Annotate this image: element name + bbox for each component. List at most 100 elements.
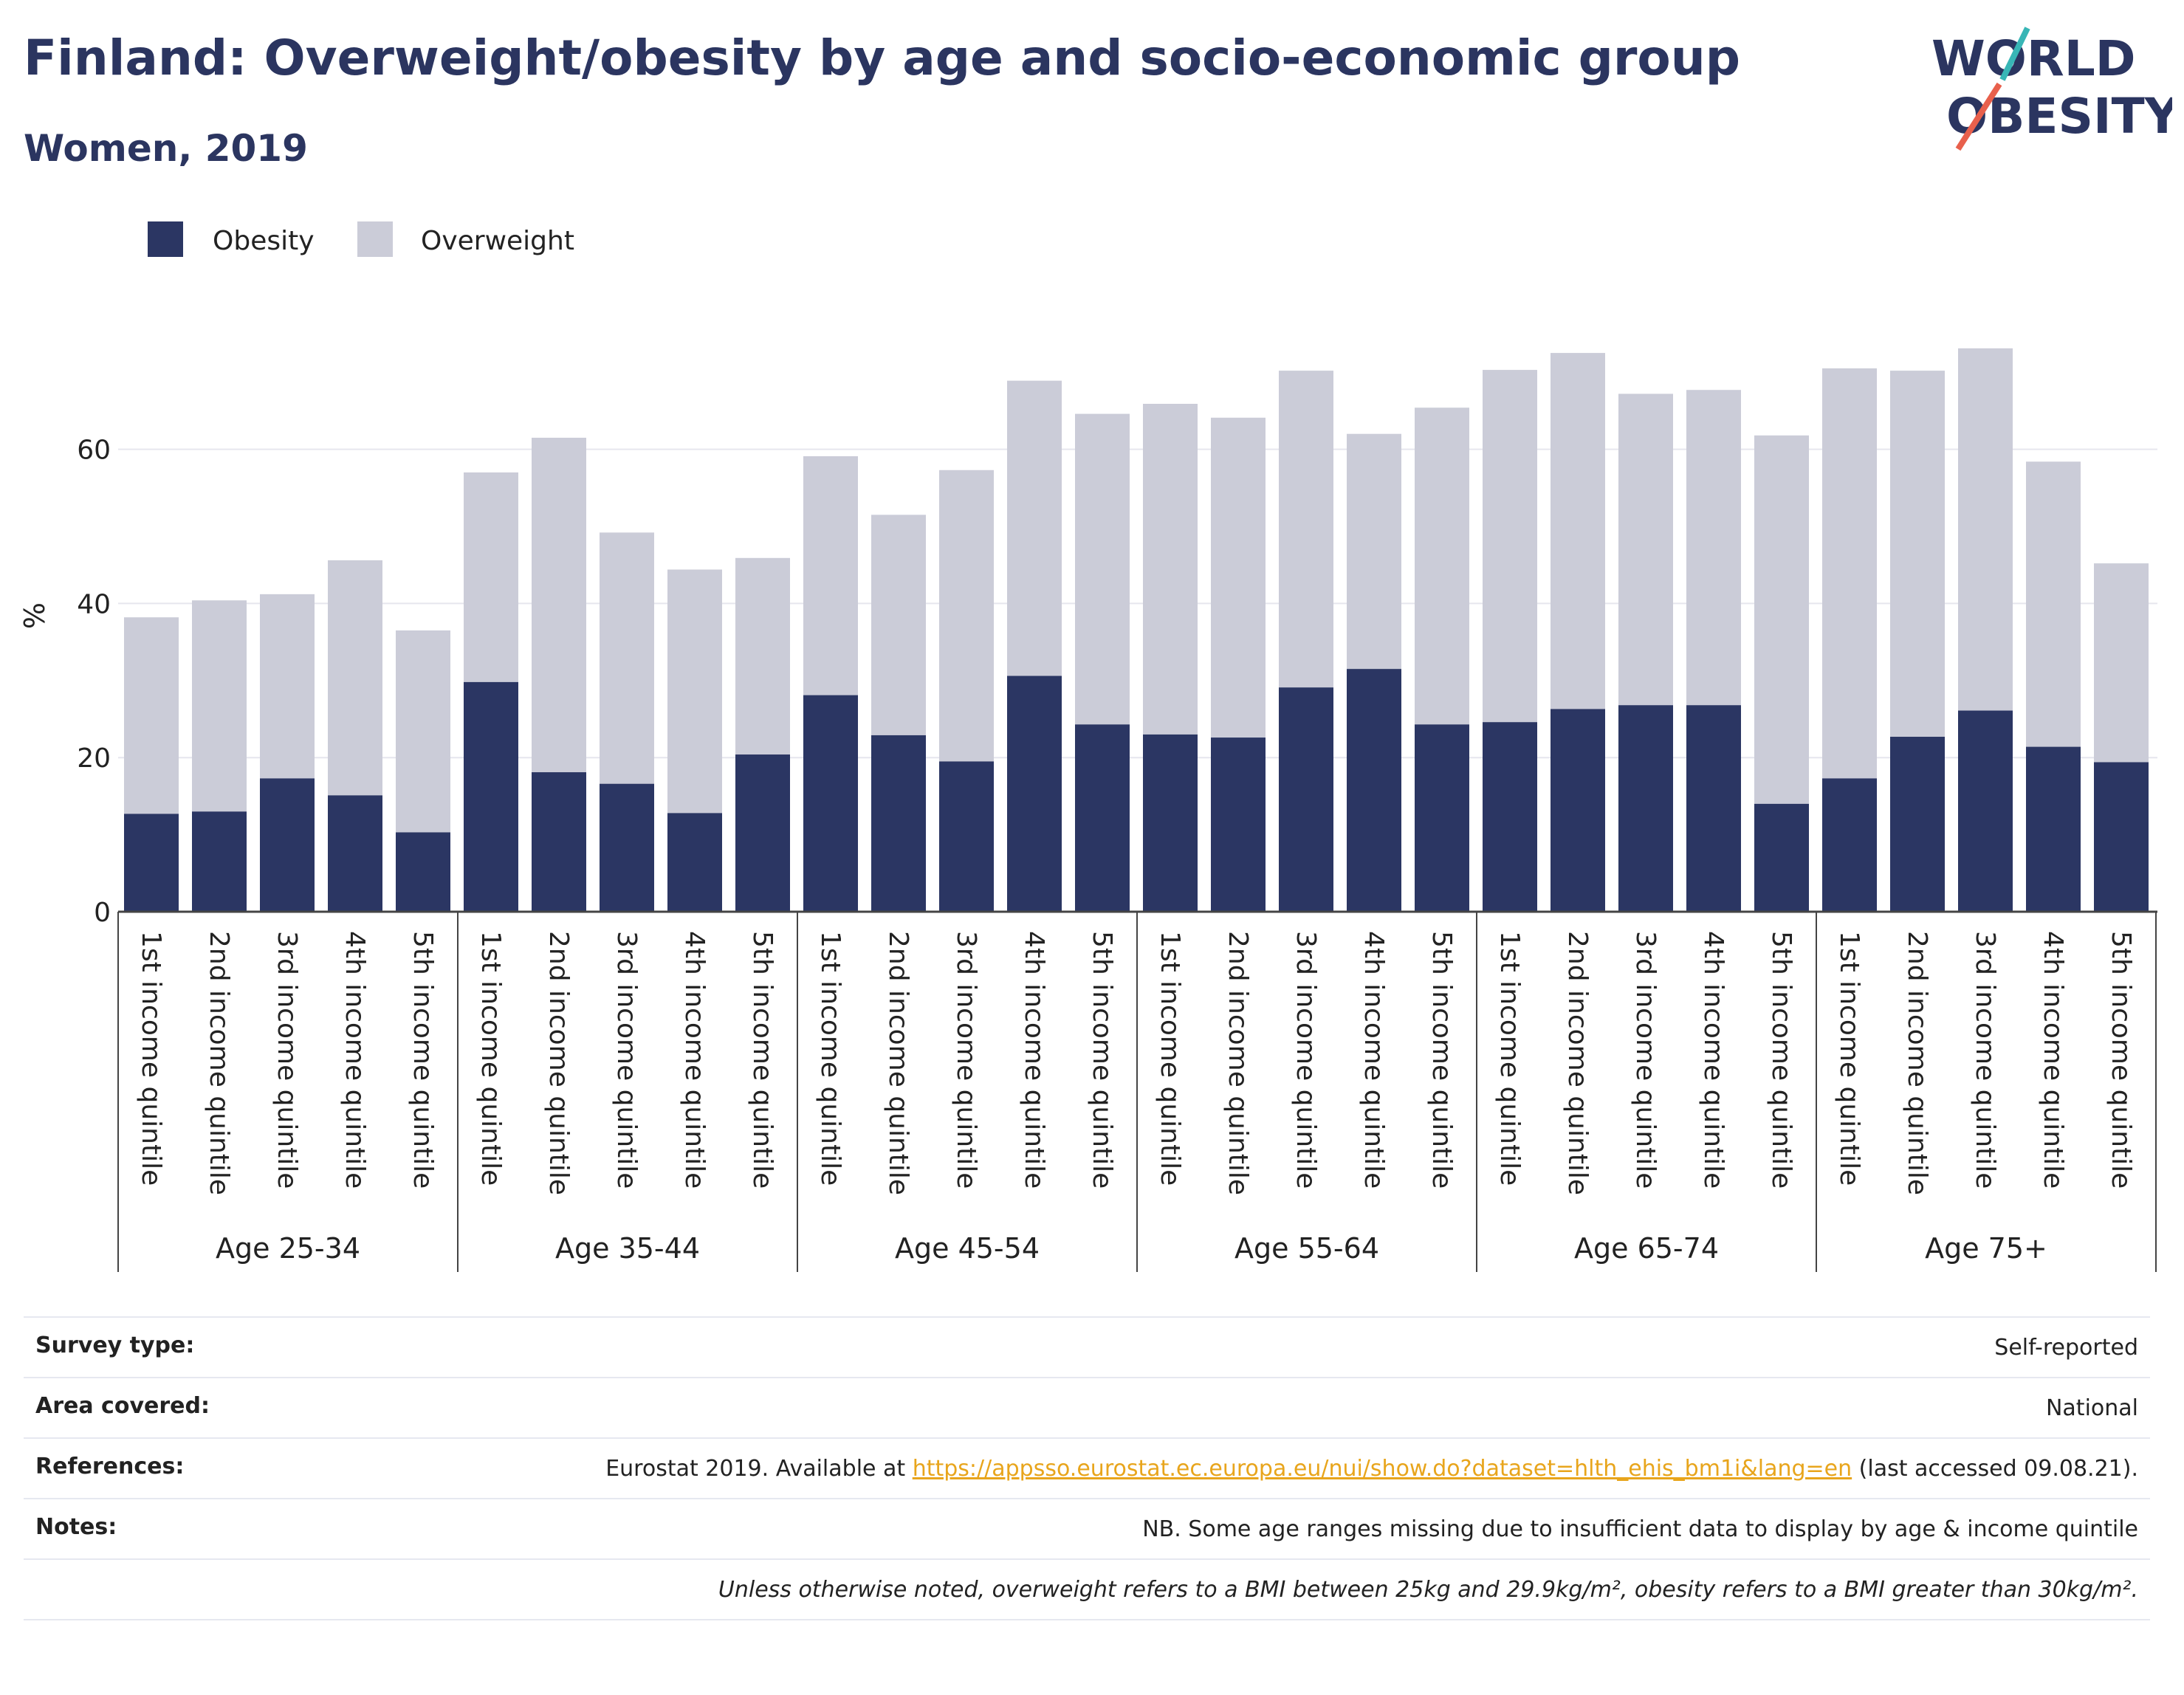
bar-overweight	[2094, 563, 2149, 763]
x-tick-label: 1st income quintile	[1494, 931, 1525, 1186]
x-tick-label: 4th income quintile	[1359, 931, 1389, 1189]
bar-overweight	[1075, 413, 1130, 725]
bar-obesity	[464, 681, 518, 912]
x-tick-label: 5th income quintile	[408, 931, 438, 1189]
x-tick-label: 5th income quintile	[2106, 931, 2136, 1189]
bars	[124, 348, 2149, 912]
bar-obesity	[1551, 709, 1605, 912]
bar-overweight	[532, 437, 586, 773]
survey-type-value: Self-reported	[1994, 1335, 2138, 1361]
references-suffix: (last accessed 09.08.21).	[1852, 1456, 2138, 1482]
info-row-footnote: Unless otherwise noted, overweight refer…	[24, 1558, 2150, 1620]
bar-obesity	[735, 754, 790, 912]
bar-overweight	[1618, 393, 1673, 706]
references-link[interactable]: https://appsso.eurostat.ec.europa.eu/nui…	[912, 1456, 1852, 1482]
x-tick-label: 5th income quintile	[747, 931, 777, 1189]
bar-obesity	[2094, 762, 2149, 912]
bar-overweight	[1211, 417, 1266, 738]
bar-overweight	[1415, 408, 1469, 725]
x-tick-label: 3rd income quintile	[951, 931, 981, 1189]
bar-obesity	[1958, 710, 2013, 912]
notes-label: Notes:	[35, 1514, 117, 1540]
bar-obesity	[1279, 687, 1333, 912]
x-tick-label: 3rd income quintile	[1291, 931, 1321, 1189]
bar-overweight	[260, 594, 315, 779]
bar-obesity	[1686, 705, 1741, 912]
bar-overweight	[1007, 380, 1062, 676]
bar-overweight	[1822, 368, 1877, 779]
logo-slash-teal	[1999, 27, 2030, 81]
footnote: Unless otherwise noted, overweight refer…	[718, 1577, 2138, 1603]
area-value: National	[2045, 1395, 2138, 1421]
gridlines	[118, 448, 2157, 759]
x-tick-label: 4th income quintile	[679, 931, 710, 1189]
x-tick-label: 4th income quintile	[2038, 931, 2068, 1189]
bar-obesity	[1007, 675, 1062, 912]
x-tick-label: 2nd income quintile	[883, 931, 913, 1195]
info-table: Survey type: Self-reported Area covered:…	[24, 1316, 2150, 1620]
bar-overweight	[1483, 370, 1537, 723]
x-tick-label: 5th income quintile	[1087, 931, 1117, 1189]
group-label: Age 75+	[1925, 1232, 2047, 1265]
bar-overweight	[1890, 371, 1945, 738]
bar-overweight	[124, 617, 179, 814]
x-tick-label: 3rd income quintile	[272, 931, 302, 1189]
x-tick-label: 3rd income quintile	[1970, 931, 2000, 1189]
x-tick-label: 1st income quintile	[1834, 931, 1864, 1186]
group-label: Age 25-34	[216, 1232, 360, 1265]
bar-obesity	[1483, 722, 1537, 912]
bar-overweight	[871, 515, 926, 735]
legend-label-obesity: Obesity	[213, 226, 315, 256]
x-tick-label: 1st income quintile	[475, 931, 506, 1186]
bar-overweight	[2026, 461, 2081, 747]
chart-subtitle: Women, 2019	[24, 127, 308, 170]
x-tick-label: 2nd income quintile	[1223, 931, 1253, 1195]
logo-slash-red	[1955, 82, 2002, 151]
bar-overweight	[939, 470, 994, 762]
bar-obesity	[803, 695, 858, 912]
legend-label-overweight: Overweight	[421, 226, 574, 256]
chart-title: Finland: Overweight/obesity by age and s…	[24, 30, 1740, 86]
x-tick-label: 1st income quintile	[1155, 931, 1185, 1186]
x-tick-label: 1st income quintile	[136, 931, 166, 1186]
x-tick-label: 5th income quintile	[1766, 931, 1796, 1189]
info-row-references: References: Eurostat 2019. Available at …	[24, 1437, 2150, 1498]
bar-obesity	[1415, 724, 1469, 912]
x-tick-label: 2nd income quintile	[1902, 931, 1932, 1195]
x-tick-label: 4th income quintile	[340, 931, 370, 1189]
x-tick-label: 3rd income quintile	[611, 931, 642, 1189]
info-row-area: Area covered: National	[24, 1377, 2150, 1437]
references-prefix: Eurostat 2019. Available at	[605, 1456, 913, 1482]
bar-obesity	[667, 813, 722, 912]
references-label: References:	[35, 1454, 185, 1479]
x-tick-label: 2nd income quintile	[543, 931, 574, 1195]
bar-obesity	[260, 778, 315, 912]
logo-line1: WORLD	[1931, 30, 2136, 87]
bar-obesity	[328, 795, 382, 912]
bar-obesity	[600, 783, 654, 912]
survey-type-label: Survey type:	[35, 1333, 195, 1358]
x-tick-label: 2nd income quintile	[204, 931, 234, 1195]
bar-overweight	[1958, 348, 2013, 711]
references-value: Eurostat 2019. Available at https://apps…	[605, 1454, 2138, 1485]
bar-overweight	[1279, 371, 1333, 688]
group-label: Age 45-54	[895, 1232, 1040, 1265]
axes: 0 20 40 60 1st income quintile 2nd income qui…	[77, 436, 2157, 1272]
group-label: Age 65-74	[1574, 1232, 1719, 1265]
bar-obesity	[1347, 669, 1401, 912]
bar-overweight	[667, 569, 722, 814]
bar-obesity	[871, 735, 926, 912]
y-tick-label: 60	[77, 436, 111, 466]
y-tick-label: 40	[77, 589, 111, 619]
bar-obesity	[1890, 737, 1945, 912]
notes-value: NB. Some age ranges missing due to insuf…	[1142, 1516, 2138, 1542]
bar-overweight	[1143, 404, 1198, 735]
bar-obesity	[396, 832, 450, 912]
bar-obesity	[532, 772, 586, 912]
bar-overweight	[1347, 433, 1401, 670]
bar-obesity	[124, 814, 179, 912]
bar-obesity	[1211, 738, 1266, 912]
x-tick-label: 2nd income quintile	[1562, 931, 1593, 1195]
x-tick-label: 5th income quintile	[1426, 931, 1457, 1189]
legend-swatch-obesity	[148, 221, 183, 257]
